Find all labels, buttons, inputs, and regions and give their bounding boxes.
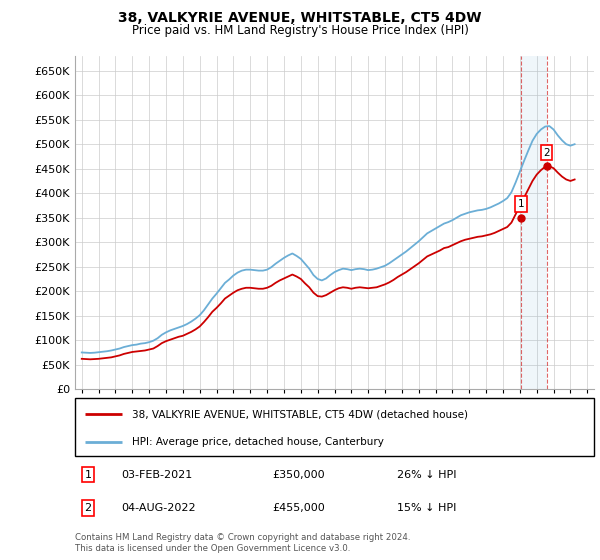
Text: Contains HM Land Registry data © Crown copyright and database right 2024.
This d: Contains HM Land Registry data © Crown c… xyxy=(75,533,410,553)
Text: 38, VALKYRIE AVENUE, WHITSTABLE, CT5 4DW: 38, VALKYRIE AVENUE, WHITSTABLE, CT5 4DW xyxy=(118,11,482,25)
Text: Price paid vs. HM Land Registry's House Price Index (HPI): Price paid vs. HM Land Registry's House … xyxy=(131,24,469,36)
Text: 2: 2 xyxy=(85,503,92,513)
Text: £350,000: £350,000 xyxy=(272,470,325,479)
Text: 1: 1 xyxy=(85,470,91,479)
Text: HPI: Average price, detached house, Canterbury: HPI: Average price, detached house, Cant… xyxy=(132,437,384,447)
FancyBboxPatch shape xyxy=(75,398,594,456)
Bar xyxy=(521,56,547,389)
Text: 03-FEB-2021: 03-FEB-2021 xyxy=(122,470,193,479)
Text: 15% ↓ HPI: 15% ↓ HPI xyxy=(397,503,456,513)
Text: 26% ↓ HPI: 26% ↓ HPI xyxy=(397,470,456,479)
Text: 38, VALKYRIE AVENUE, WHITSTABLE, CT5 4DW (detached house): 38, VALKYRIE AVENUE, WHITSTABLE, CT5 4DW… xyxy=(132,409,468,419)
Text: 04-AUG-2022: 04-AUG-2022 xyxy=(122,503,196,513)
Text: 1: 1 xyxy=(518,199,524,209)
Text: 2: 2 xyxy=(543,147,550,157)
Text: £455,000: £455,000 xyxy=(272,503,325,513)
